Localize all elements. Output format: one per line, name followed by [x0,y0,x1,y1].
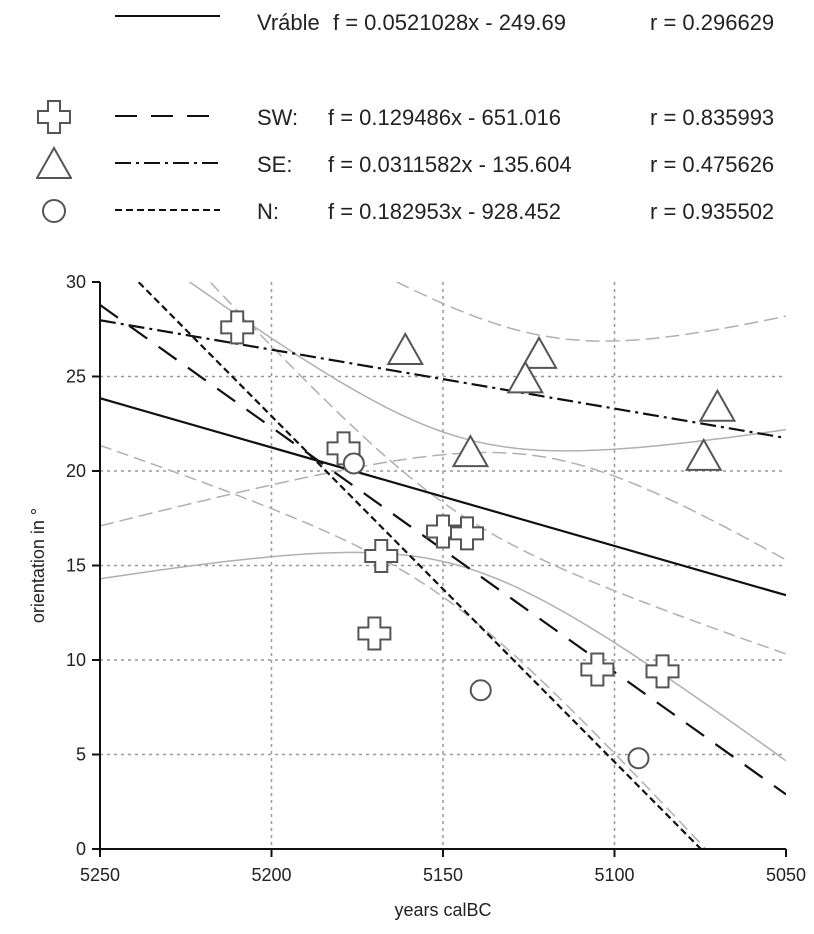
y-tick-label: 5 [76,745,86,765]
point-se-triangle [506,360,545,394]
point-n-circle [627,747,650,770]
legend-line-long-dash [115,115,220,117]
point-se-triangle [451,434,490,468]
fit-line-sw [100,304,786,796]
point-sw-cross [450,516,485,551]
y-tick-label: 15 [66,556,86,576]
band-curve-sw [209,282,786,655]
legend-row-n: N: f = 0.182953x - 928.452 r = 0.935502 [0,189,814,233]
point-sw-cross [357,616,392,651]
triangle-icon [36,146,72,179]
point-n-circle [469,679,492,702]
point-sw-cross [580,652,615,687]
band-curve-sw [100,444,707,849]
legend-name-n: N: [257,199,279,224]
legend-r-se: r = 0.475626 [650,152,775,177]
point-se-triangle [386,332,424,366]
x-tick-label: 5050 [766,865,806,885]
legend-formula-sw: f = 0.129486x - 651.016 [328,105,562,130]
x-tick-label: 5200 [251,865,291,885]
fit-line-se [100,319,786,440]
legend-row-se: SE: f = 0.0311582x - 135.604 r = 0.47562… [0,142,814,186]
circle-icon [42,199,66,223]
regression-lines [100,282,786,849]
legend-row-sw: SW: f = 0.129486x - 651.016 r = 0.835993 [0,95,814,139]
y-tick-label: 0 [76,839,86,859]
band-curve-overall [188,282,786,452]
y-axis-title: orientation in ° [28,508,48,623]
x-tick-label: 5150 [423,865,463,885]
y-tick-label: 30 [66,272,86,292]
legend-line-solid [115,15,220,17]
point-se-triangle [698,388,737,422]
y-tick-label: 20 [66,461,86,481]
legend-name-se: SE: [257,152,293,177]
point-sw-cross [426,514,460,549]
band-curve-se [100,451,786,561]
point-sw-cross [645,654,680,689]
band-curve-overall [100,551,786,762]
fit-line-vrable [100,397,786,597]
point-sw-cross [220,310,255,345]
legend-name-sw: SW: [257,105,299,130]
legend-formula-se: f = 0.0311582x - 135.604 [328,152,572,177]
cross-icon [37,100,71,134]
fit-line-n [136,282,703,849]
point-se-triangle [520,335,558,369]
confidence-bands [100,282,786,849]
x-tick-label: 5100 [594,865,634,885]
point-n-circle [342,452,365,475]
legend-formula-vrable: Vráble [257,10,320,35]
x-axis-title: years calBC [394,900,491,920]
y-tick-label: 25 [66,367,86,387]
legend-row-vrable: Vráble f = 0.0521028x - 249.69 r = 0.296… [0,0,814,44]
legend-formula-vrable-eq: f = 0.0521028x - 249.69 [333,10,567,35]
point-se-triangle [684,437,723,471]
band-curve-se [395,282,786,342]
point-sw-cross [364,539,399,574]
legend-r-sw: r = 0.835993 [650,105,775,130]
legend-r-vrable: r = 0.296629 [650,10,775,35]
legend-line-short-dash [115,209,220,211]
y-tick-label: 10 [66,650,86,670]
legend-r-n: r = 0.935502 [650,199,775,224]
x-tick-label: 5250 [80,865,120,885]
legend-line-dash-dot [115,162,220,164]
legend-formula-n: f = 0.182953x - 928.452 [328,199,562,224]
